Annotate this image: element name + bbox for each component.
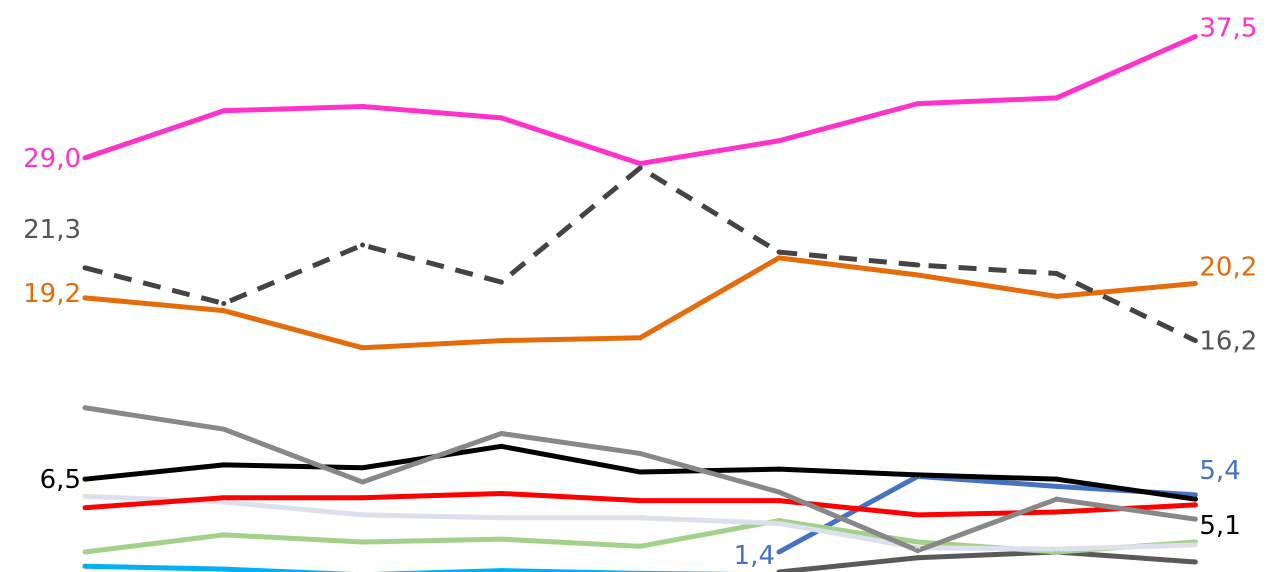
data-point-s4-4 [637,469,643,475]
data-point-s4-3 [498,443,504,449]
data-point-s1-1 [221,301,227,307]
data-point-s0-6 [915,101,921,107]
data-point-s0-0 [82,155,88,161]
data-point-s8-3 [498,568,504,572]
data-label-s9-8: 5,4 [1199,456,1240,486]
data-point-s3-1 [221,426,227,432]
data-point-s10-6 [915,555,921,561]
data-point-s0-4 [637,161,643,167]
data-point-s0-2 [360,103,366,109]
data-point-s6-1 [221,499,227,505]
data-point-s6-3 [498,515,504,521]
data-point-s6-4 [637,515,643,521]
data-point-s7-4 [637,543,643,549]
data-label-s1-0: 21,3 [23,215,81,245]
data-point-s1-2 [360,242,366,248]
data-label-s1-8: 16,2 [1199,327,1257,357]
data-point-s0-8 [1192,34,1198,39]
data-point-s6-2 [360,512,366,518]
data-point-s9-8 [1192,492,1198,498]
data-point-s5-7 [1054,509,1060,515]
data-point-s4-8 [1192,496,1198,502]
data-point-s2-5 [776,255,782,261]
data-point-s1-8 [1192,338,1198,344]
data-point-s5-8 [1192,502,1198,508]
data-point-s4-2 [360,465,366,471]
data-point-s10-8 [1192,559,1198,565]
data-point-s7-3 [498,536,504,542]
data-point-s1-6 [915,262,921,268]
data-point-s2-8 [1192,281,1198,287]
data-point-s2-4 [637,335,643,341]
data-point-s0-1 [221,108,227,114]
series-line-6 [84,493,1196,552]
data-point-s1-3 [498,279,504,285]
data-point-s9-5 [776,549,782,555]
data-point-s3-3 [498,430,504,436]
data-point-s8-1 [221,566,227,572]
data-point-s5-0 [82,505,88,511]
data-point-s0-3 [498,115,504,121]
data-label-s2-0: 19,2 [23,279,81,309]
data-label-s0-8: 37,5 [1199,14,1257,44]
data-label-s4-8: 5,1 [1199,511,1240,541]
data-point-s3-5 [776,489,782,495]
data-point-s3-4 [637,450,643,456]
data-labels: 29,0 37,5 21,3 16,2 19,2 20,2 6,5 5,1 1,4 5,4 [23,14,1257,572]
data-point-s2-6 [915,272,921,278]
data-point-s7-6 [915,539,921,545]
data-point-s8-0 [82,563,88,569]
series-end-points [82,34,1198,572]
data-point-s7-0 [82,549,88,555]
data-point-s4-5 [776,466,782,472]
data-label-s4-0: 6,5 [40,465,81,495]
data-point-s5-1 [221,495,227,501]
data-label-s2-8: 20,2 [1199,253,1257,283]
data-point-s4-0 [82,476,88,482]
data-point-s3-8 [1192,516,1198,522]
data-point-s4-6 [915,472,921,478]
data-point-s2-1 [221,308,227,314]
data-label-s9-5: 1,4 [734,541,775,571]
data-label-s0-0: 29,0 [23,144,81,174]
data-point-s3-0 [82,405,88,411]
data-point-s5-4 [637,498,643,504]
data-point-s5-3 [498,490,504,496]
data-point-s2-0 [82,295,88,301]
data-point-s0-7 [1054,95,1060,101]
series-line-10 [778,549,1196,572]
data-point-s10-5 [776,569,782,572]
series-line-0 [84,34,1197,167]
series-lines [84,34,1197,572]
data-point-s7-1 [221,532,227,538]
data-point-s4-1 [221,462,227,468]
data-point-s2-7 [1054,293,1060,299]
series-line-1 [84,165,1197,343]
data-point-s1-7 [1054,271,1060,277]
data-point-s6-0 [82,493,88,499]
series-line-8 [84,563,745,572]
data-point-s1-5 [776,249,782,255]
data-point-s9-7 [1054,483,1060,489]
data-point-s1-0 [82,265,88,271]
data-point-s3-2 [360,479,366,485]
data-point-s4-7 [1054,476,1060,482]
data-point-s3-7 [1054,496,1060,502]
data-point-s3-6 [915,548,921,554]
data-point-s5-5 [776,498,782,504]
data-point-s0-5 [776,138,782,144]
data-point-s6-8 [1192,542,1198,548]
data-point-s6-7 [1054,546,1060,552]
data-point-s1-4 [637,165,643,171]
data-point-s2-2 [360,345,366,351]
data-point-s6-5 [776,520,782,526]
data-point-s2-3 [498,338,504,344]
data-point-s5-2 [360,495,366,501]
data-point-s5-6 [915,512,921,518]
data-point-s7-2 [360,539,366,545]
